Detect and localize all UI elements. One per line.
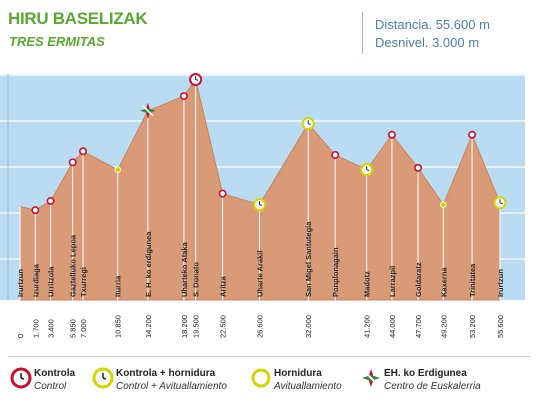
distance-tick-label: 41.200 (363, 315, 372, 338)
center-marker (142, 105, 154, 117)
clock-hand (195, 79, 199, 81)
control-marker (414, 163, 423, 172)
aid-marker (114, 166, 121, 173)
distance-tick-label: 49.200 (439, 315, 448, 338)
distance-tick-label: 7.000 (79, 319, 88, 338)
legend-title: Kontrola + hornidura (116, 368, 216, 379)
distance-tick-label: 14.200 (144, 315, 153, 338)
station-name-label: S. Donato (192, 262, 201, 297)
legend-subtitle: Control + Avituallamiento (116, 381, 227, 392)
distance-tick-label: 10.850 (114, 315, 123, 338)
station-name-label: Iturria (114, 275, 123, 297)
legend-title: EH. ko Erdigunea (384, 368, 467, 379)
station-name-label: Urritzola (47, 266, 56, 297)
center-icon (362, 369, 380, 387)
station-name-label: Gaztelluko Lepoa (69, 234, 78, 297)
control-marker (218, 189, 227, 198)
distance-tick-label: 47.700 (414, 315, 423, 338)
station-name-label: Izurdiaga (31, 263, 40, 297)
control-marker (68, 158, 77, 167)
station-name-label: Aritza (219, 275, 228, 297)
station-name-label: Ponplonagain (331, 247, 340, 297)
legend-subtitle: Avituallamiento (274, 381, 342, 392)
distance-tick-label: 3.400 (47, 319, 56, 338)
distance-tick-label: 18.200 (180, 315, 189, 338)
control-marker (31, 206, 40, 215)
station-name-label: Uharteko Ataka (180, 241, 189, 297)
profile-area (19, 78, 501, 301)
station-name-label: San Migel Santutegia (304, 221, 313, 297)
station-name-label: E. H. ko erdigunea (144, 231, 153, 297)
aid-marker (440, 201, 447, 208)
distance-tick-label: 19.500 (192, 315, 201, 338)
station-name-label: Larrazpil (388, 266, 397, 297)
legend-subtitle: Centro de Euskalerria (384, 381, 481, 392)
legend-title: Hornidura (274, 368, 322, 379)
clock-hand (308, 123, 311, 125)
clock-hand (259, 204, 263, 206)
distance-tick-label: 55.600 (496, 315, 505, 338)
distance-tick-label: 0 (16, 334, 25, 338)
distance-tick-label: 32.000 (304, 315, 313, 338)
page-title: HIRU BASELIZAK (8, 9, 148, 28)
distance-tick-label: 5.850 (69, 319, 78, 338)
divider (362, 12, 363, 54)
distance-tick-label: 26.600 (256, 315, 265, 338)
control-marker (79, 147, 88, 156)
station-name-label: Kaxerna (439, 267, 448, 297)
aid-icon (251, 368, 271, 388)
legend-subtitle: Control (34, 381, 67, 392)
control-marker (387, 130, 396, 139)
station-name-label: Madotz (363, 271, 372, 297)
station-name-label: Txurregi (79, 267, 88, 297)
station-name-label: Uharte Arakil (256, 251, 265, 297)
distance-tick-label: 44.000 (388, 315, 397, 338)
control-aid-icon (92, 367, 114, 389)
station-name-label: Trinitatea (468, 263, 477, 297)
distance-tick-label: 1.700 (31, 319, 40, 338)
divider (8, 356, 530, 357)
control-marker (468, 130, 477, 139)
clock-hand (366, 169, 370, 171)
clock-hand (499, 202, 503, 205)
distance-text: Distancia. 55.600 m (375, 17, 490, 32)
station-name-label: Irurtzun (496, 269, 505, 297)
control-marker (46, 196, 55, 205)
elevation-profile-chart: Irurtzun 0 Izurdiaga 1.700 Urritzola 3.400 Gaz… (0, 73, 525, 338)
control-marker (179, 92, 188, 101)
distance-tick-label: 22.500 (219, 315, 228, 338)
elevation-text: Desnivel. 3.000 m (375, 35, 480, 50)
control-marker (331, 150, 340, 159)
station-name-label: Irurtzun (16, 269, 25, 297)
legend-title: Kontrola (34, 368, 76, 379)
control-icon (10, 367, 32, 389)
distance-tick-label: 53.200 (468, 315, 477, 338)
station-name-label: Goldaratz (414, 262, 423, 297)
page-subtitle: TRES ERMITAS (9, 34, 105, 49)
